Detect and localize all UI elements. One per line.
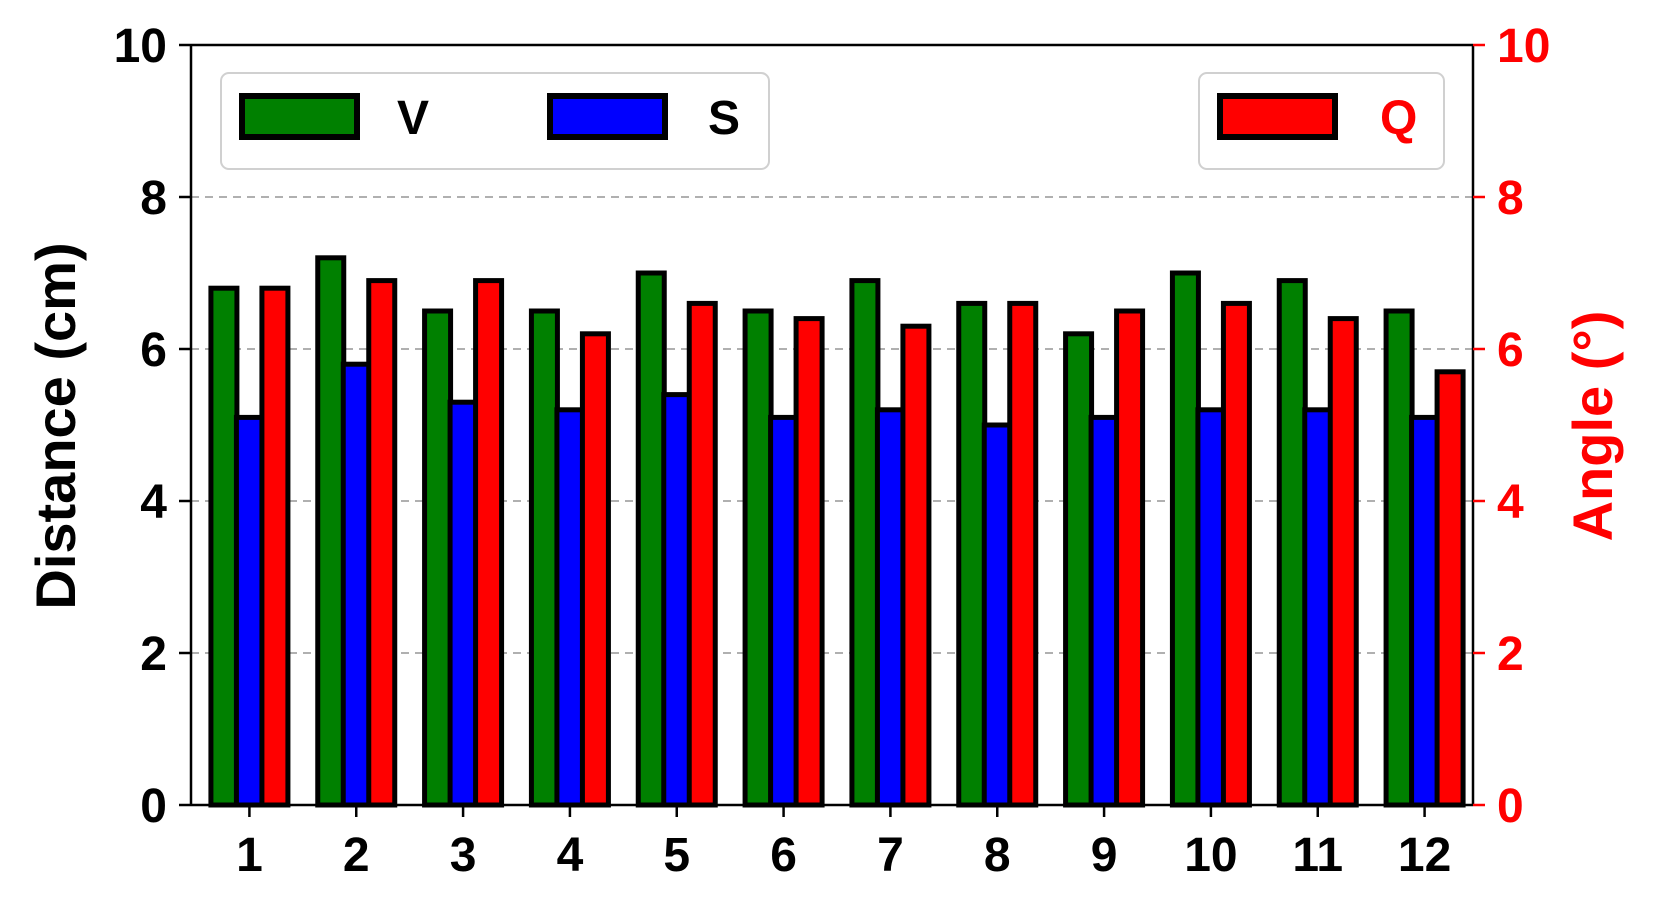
y-tick-label-right: 8 [1497,172,1524,225]
bar-q-6 [793,316,825,808]
bar-q-3 [473,278,505,808]
y-tick-label-right: 0 [1497,780,1524,833]
y-tick-label-left: 8 [140,172,167,225]
x-tick-label: 3 [450,829,477,882]
y-tick-label-right: 6 [1497,324,1524,377]
bar-q-8 [1007,300,1039,808]
x-tick-label: 10 [1184,829,1237,882]
y-tick-label-right: 4 [1497,476,1524,529]
x-tick-label: 1 [236,829,263,882]
y-tick-label-left: 10 [114,20,167,73]
x-tick-label: 5 [663,829,690,882]
legend-swatch-s [547,93,668,140]
bar-q-9 [1114,308,1146,808]
y-tick-label-right: 2 [1497,628,1524,681]
x-tick-label: 7 [877,829,904,882]
bar-s-5 [661,392,693,808]
y-tick-label-right: 10 [1497,20,1550,73]
y-axis-label-right: Angle (°) [1561,311,1624,542]
bar-q-11 [1327,316,1359,808]
bar-s-10 [1195,407,1227,808]
bar-s-9 [1088,414,1120,808]
bar-s-7 [874,407,906,808]
bar-s-4 [554,407,586,808]
bar-q-5 [686,300,718,808]
bars [208,255,1466,808]
bar-v-5 [635,270,667,808]
bar-v-9 [1063,331,1095,808]
bar-q-7 [900,323,932,808]
bar-v-1 [208,285,240,808]
bar-v-3 [422,308,454,808]
x-tick-label: 12 [1398,829,1451,882]
x-tick-label: 4 [557,829,584,882]
bar-s-2 [340,361,372,808]
y-tick-label-left: 2 [140,628,167,681]
bar-s-12 [1409,414,1441,808]
bar-v-2 [315,255,347,808]
bar-v-10 [1169,270,1201,808]
bar-v-8 [956,300,988,808]
bar-s-11 [1302,407,1334,808]
bar-q-4 [579,331,611,808]
legend-right: Q [1198,72,1445,170]
bar-s-1 [233,414,265,808]
bar-v-4 [528,308,560,808]
grid-lines [191,196,1473,654]
bar-s-8 [981,422,1013,808]
legend-label-v: V [397,92,429,145]
bar-s-6 [768,414,800,808]
legend-left: V S [220,72,770,170]
bar-q-2 [366,278,398,808]
bar-v-6 [742,308,774,808]
bar-q-12 [1434,369,1466,808]
legend-label-q: Q [1380,92,1417,145]
y-axis-label-left: Distance (cm) [24,242,87,609]
bar-q-1 [259,285,291,808]
legend-swatch-v [239,93,360,140]
legend-swatch-q [1217,93,1338,140]
bar-q-10 [1220,300,1252,808]
x-tick-label: 2 [343,829,370,882]
bar-s-3 [447,399,479,808]
y-tick-label-left: 0 [140,780,167,833]
x-tick-label: 11 [1292,829,1343,882]
x-tick-label: 6 [770,829,797,882]
bar-v-11 [1276,278,1308,808]
bar-v-12 [1383,308,1415,808]
y-tick-label-left: 6 [140,324,167,377]
x-tick-label: 8 [984,829,1011,882]
bar-v-7 [849,278,881,808]
x-tick-label: 9 [1091,829,1118,882]
y-tick-label-left: 4 [140,476,167,529]
legend-label-s: S [708,92,740,145]
